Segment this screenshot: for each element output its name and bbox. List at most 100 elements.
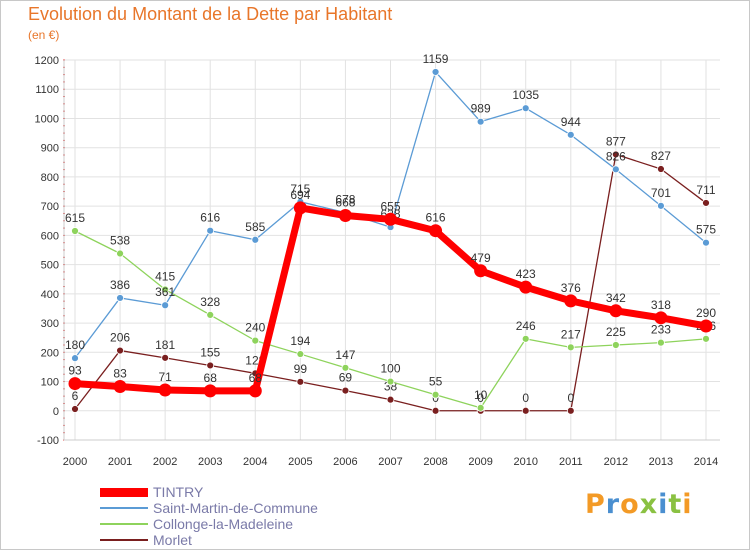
- data-point-saint-martin-de-commune: [611, 165, 620, 174]
- y-tick-label: 800: [41, 172, 59, 184]
- data-point-saint-martin-de-commune: [251, 235, 260, 244]
- y-tick-label: -100: [37, 435, 59, 447]
- data-label-saint-martin-de-commune: 575: [696, 223, 716, 237]
- x-tick-label: 2004: [243, 456, 267, 468]
- data-point-tintry: [429, 224, 443, 238]
- data-point-tintry: [609, 304, 623, 318]
- logo-letter: o: [620, 489, 640, 520]
- data-point-collonge-la-madeleine: [657, 338, 665, 347]
- data-label-tintry: 423: [516, 267, 536, 281]
- x-tick-label: 2008: [423, 456, 447, 468]
- data-point-collonge-la-madeleine: [521, 334, 530, 343]
- y-tick-label: 600: [41, 230, 59, 242]
- legend-item: TINTRY: [100, 484, 318, 500]
- data-label-saint-martin-de-commune: 678: [335, 193, 355, 207]
- data-point-morlet: [116, 346, 124, 355]
- y-tick-label: 300: [41, 318, 59, 330]
- data-label-collonge-la-madeleine: 538: [110, 234, 130, 248]
- legend-item: Collonge-la-Madeleine: [100, 516, 318, 532]
- data-label-saint-martin-de-commune: 386: [110, 278, 130, 292]
- data-point-tintry: [699, 319, 713, 333]
- data-point-saint-martin-de-commune: [431, 68, 440, 76]
- data-point-morlet: [386, 395, 395, 404]
- x-tick-label: 2014: [694, 456, 718, 468]
- data-point-tintry: [654, 311, 668, 325]
- y-tick-label: 100: [41, 377, 59, 389]
- x-tick-label: 2003: [198, 456, 222, 468]
- data-label-saint-martin-de-commune: 989: [471, 102, 491, 116]
- data-point-saint-martin-de-commune: [566, 130, 575, 139]
- proxiti-logo: Proxiti: [585, 489, 693, 520]
- data-point-morlet: [71, 405, 79, 413]
- data-label-morlet: 6: [72, 389, 79, 403]
- x-tick-label: 2013: [649, 456, 673, 468]
- data-point-morlet: [161, 353, 170, 362]
- x-tick-label: 2011: [559, 456, 583, 468]
- data-label-saint-martin-de-commune: 585: [245, 220, 265, 234]
- legend-label: Saint-Martin-de-Commune: [153, 500, 318, 516]
- data-point-saint-martin-de-commune: [702, 238, 710, 247]
- data-label-collonge-la-madeleine: 615: [65, 211, 85, 225]
- data-point-collonge-la-madeleine: [431, 390, 440, 399]
- data-point-tintry: [338, 209, 352, 223]
- data-point-collonge-la-madeleine: [116, 249, 124, 258]
- data-label-tintry: 71: [158, 370, 172, 384]
- data-point-collonge-la-madeleine: [161, 285, 170, 294]
- y-tick-label: 1200: [35, 55, 59, 67]
- data-label-tintry: 83: [113, 367, 127, 381]
- data-point-morlet: [296, 377, 305, 386]
- x-tick-label: 2001: [108, 456, 132, 468]
- y-tick-label: 500: [41, 260, 59, 272]
- logo-letter: t: [668, 489, 683, 520]
- data-point-saint-martin-de-commune: [161, 301, 170, 310]
- data-label-collonge-la-madeleine: 217: [561, 327, 581, 341]
- data-label-saint-martin-de-commune: 715: [290, 182, 310, 196]
- data-point-saint-martin-de-commune: [206, 226, 215, 235]
- data-label-morlet: 877: [606, 134, 626, 148]
- data-point-collonge-la-madeleine: [251, 336, 260, 345]
- data-point-morlet: [702, 199, 710, 207]
- data-point-tintry: [293, 201, 307, 215]
- data-point-tintry: [519, 280, 533, 294]
- data-point-saint-martin-de-commune: [476, 117, 485, 126]
- data-label-collonge-la-madeleine: 10: [474, 388, 488, 402]
- data-label-collonge-la-madeleine: 100: [380, 362, 400, 376]
- data-label-tintry: 318: [651, 298, 671, 312]
- x-tick-label: 2007: [378, 456, 402, 468]
- data-point-saint-martin-de-commune: [521, 104, 530, 113]
- data-point-tintry: [158, 383, 172, 397]
- data-point-tintry: [68, 377, 82, 391]
- legend-label: Collonge-la-Madeleine: [153, 516, 294, 532]
- data-label-saint-martin-de-commune: 826: [606, 149, 626, 163]
- data-point-morlet: [657, 165, 665, 173]
- data-label-tintry: 93: [68, 364, 82, 378]
- data-label-tintry: 479: [471, 251, 491, 265]
- data-point-collonge-la-madeleine: [71, 227, 79, 235]
- data-point-tintry: [203, 384, 217, 398]
- legend-swatch: [100, 523, 148, 525]
- data-label-morlet: 0: [477, 391, 484, 405]
- data-point-collonge-la-madeleine: [611, 341, 620, 349]
- data-label-saint-martin-de-commune: 180: [65, 338, 85, 352]
- logo-letter: x: [639, 489, 659, 520]
- x-tick-label: 2005: [288, 456, 312, 468]
- y-tick-label: 400: [41, 289, 59, 301]
- data-point-saint-martin-de-commune: [116, 294, 124, 302]
- data-label-tintry: 290: [696, 306, 716, 320]
- data-label-saint-martin-de-commune: 616: [200, 211, 220, 225]
- data-label-saint-martin-de-commune: 1035: [512, 88, 539, 102]
- data-point-morlet: [341, 386, 350, 395]
- chart-title: Evolution du Montant de la Dette par Hab…: [28, 4, 393, 24]
- data-label-tintry: 342: [606, 291, 626, 305]
- data-point-collonge-la-madeleine: [206, 310, 215, 319]
- y-tick-label: 0: [53, 406, 59, 418]
- data-label-tintry: 68: [204, 371, 218, 385]
- logo-letter: i: [682, 489, 693, 520]
- data-point-morlet: [206, 361, 215, 370]
- data-label-collonge-la-madeleine: 415: [155, 269, 175, 283]
- data-label-tintry: 376: [561, 281, 581, 295]
- data-point-collonge-la-madeleine: [386, 377, 395, 386]
- data-label-morlet: 0: [522, 391, 529, 405]
- y-tick-label: 200: [41, 347, 59, 359]
